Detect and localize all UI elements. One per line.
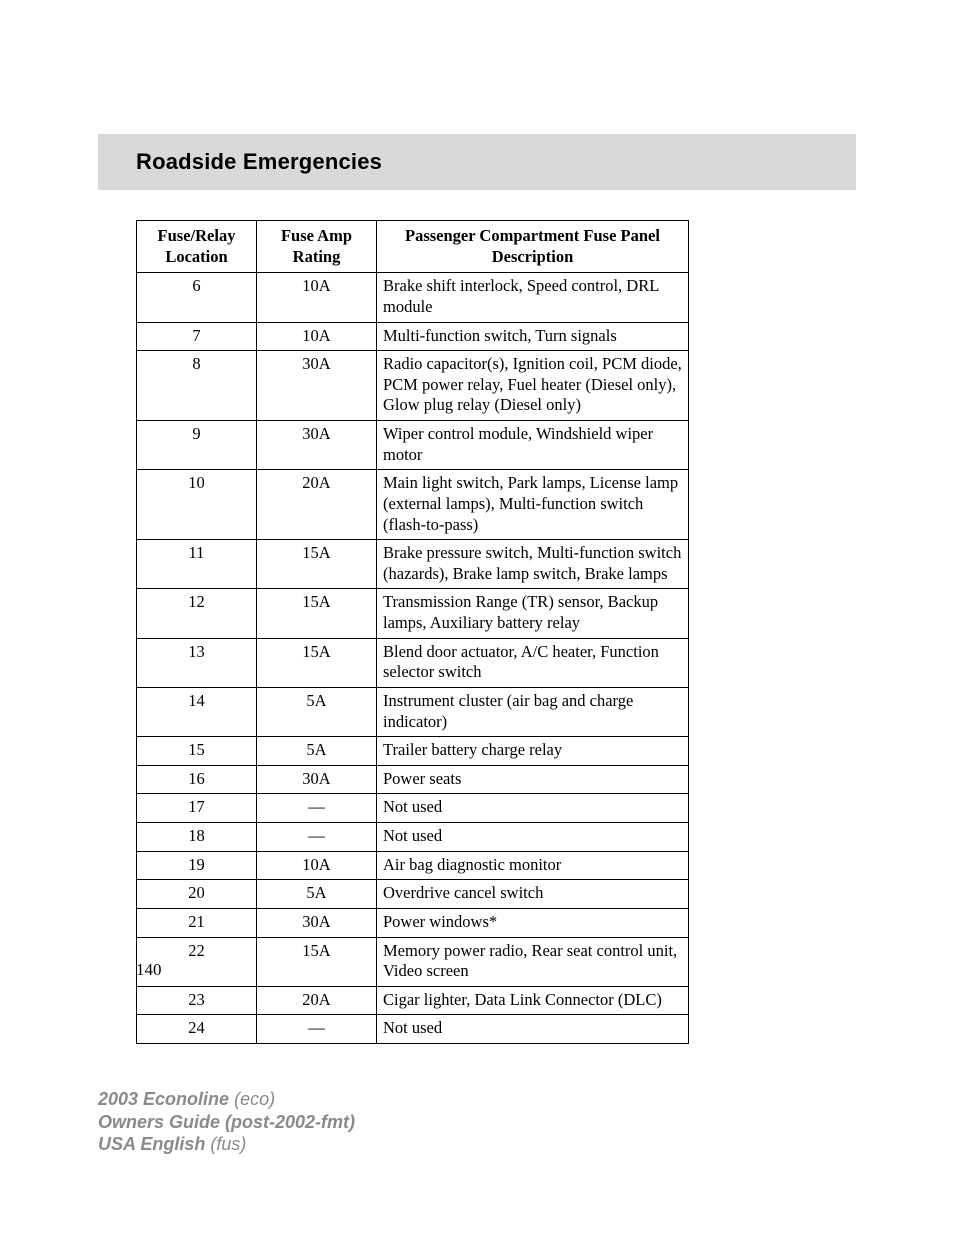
table-row: 24—Not used bbox=[137, 1015, 689, 1044]
section-header-band: Roadside Emergencies bbox=[98, 134, 856, 190]
cell-location: 18 bbox=[137, 823, 257, 852]
footer-model: 2003 Econoline bbox=[98, 1089, 229, 1109]
cell-location: 15 bbox=[137, 737, 257, 766]
table-row: 2320ACigar lighter, Data Link Connector … bbox=[137, 986, 689, 1015]
cell-location: 20 bbox=[137, 880, 257, 909]
cell-description: Brake shift interlock, Speed control, DR… bbox=[377, 273, 689, 322]
cell-amp: 10A bbox=[257, 273, 377, 322]
cell-location: 17 bbox=[137, 794, 257, 823]
cell-description: Blend door actuator, A/C heater, Functio… bbox=[377, 638, 689, 687]
table-row: 1630APower seats bbox=[137, 765, 689, 794]
cell-location: 24 bbox=[137, 1015, 257, 1044]
cell-location: 23 bbox=[137, 986, 257, 1015]
table-row: 1020AMain light switch, Park lamps, Lice… bbox=[137, 470, 689, 540]
footer-line-3: USA English (fus) bbox=[98, 1133, 355, 1156]
cell-amp: 5A bbox=[257, 687, 377, 736]
cell-location: 8 bbox=[137, 351, 257, 421]
cell-description: Wiper control module, Windshield wiper m… bbox=[377, 421, 689, 470]
cell-location: 13 bbox=[137, 638, 257, 687]
footer-line-2: Owners Guide (post-2002-fmt) bbox=[98, 1111, 355, 1134]
cell-location: 21 bbox=[137, 908, 257, 937]
cell-description: Trailer battery charge relay bbox=[377, 737, 689, 766]
cell-description: Brake pressure switch, Multi-function sw… bbox=[377, 540, 689, 589]
cell-amp: 30A bbox=[257, 421, 377, 470]
cell-amp: 5A bbox=[257, 880, 377, 909]
table-row: 17—Not used bbox=[137, 794, 689, 823]
cell-location: 6 bbox=[137, 273, 257, 322]
cell-location: 10 bbox=[137, 470, 257, 540]
table-row: 610ABrake shift interlock, Speed control… bbox=[137, 273, 689, 322]
table-row: 2130APower windows* bbox=[137, 908, 689, 937]
cell-description: Air bag diagnostic monitor bbox=[377, 851, 689, 880]
table-row: 2215AMemory power radio, Rear seat contr… bbox=[137, 937, 689, 986]
cell-amp: 15A bbox=[257, 589, 377, 638]
cell-amp: 5A bbox=[257, 737, 377, 766]
footer-lang-code: (fus) bbox=[210, 1134, 246, 1154]
footer-block: 2003 Econoline (eco) Owners Guide (post-… bbox=[98, 1088, 355, 1156]
cell-description: Not used bbox=[377, 794, 689, 823]
table-row: 1115ABrake pressure switch, Multi-functi… bbox=[137, 540, 689, 589]
cell-description: Power windows* bbox=[377, 908, 689, 937]
table-row: 930AWiper control module, Windshield wip… bbox=[137, 421, 689, 470]
cell-amp: 10A bbox=[257, 322, 377, 351]
cell-location: 14 bbox=[137, 687, 257, 736]
cell-description: Multi-function switch, Turn signals bbox=[377, 322, 689, 351]
footer-lang: USA English bbox=[98, 1134, 205, 1154]
table-row: 155ATrailer battery charge relay bbox=[137, 737, 689, 766]
cell-location: 11 bbox=[137, 540, 257, 589]
footer-guide: Owners Guide (post-2002-fmt) bbox=[98, 1112, 355, 1132]
cell-amp: — bbox=[257, 794, 377, 823]
fuse-table: Fuse/Relay Location Fuse Amp Rating Pass… bbox=[136, 220, 689, 1044]
table-row: 1910AAir bag diagnostic monitor bbox=[137, 851, 689, 880]
footer-line-1: 2003 Econoline (eco) bbox=[98, 1088, 355, 1111]
section-title: Roadside Emergencies bbox=[136, 149, 382, 175]
table-row: 1215ATransmission Range (TR) sensor, Bac… bbox=[137, 589, 689, 638]
cell-amp: — bbox=[257, 1015, 377, 1044]
cell-amp: 10A bbox=[257, 851, 377, 880]
cell-amp: 30A bbox=[257, 908, 377, 937]
cell-description: Transmission Range (TR) sensor, Backup l… bbox=[377, 589, 689, 638]
cell-amp: — bbox=[257, 823, 377, 852]
footer-model-code: (eco) bbox=[234, 1089, 275, 1109]
cell-description: Cigar lighter, Data Link Connector (DLC) bbox=[377, 986, 689, 1015]
col-header-description: Passenger Compartment Fuse Panel Descrip… bbox=[377, 221, 689, 273]
cell-description: Not used bbox=[377, 823, 689, 852]
cell-amp: 15A bbox=[257, 937, 377, 986]
cell-location: 19 bbox=[137, 851, 257, 880]
page-number: 140 bbox=[136, 960, 162, 980]
cell-amp: 15A bbox=[257, 638, 377, 687]
table-row: 205AOverdrive cancel switch bbox=[137, 880, 689, 909]
table-row: 710AMulti-function switch, Turn signals bbox=[137, 322, 689, 351]
cell-location: 9 bbox=[137, 421, 257, 470]
cell-description: Radio capacitor(s), Ignition coil, PCM d… bbox=[377, 351, 689, 421]
cell-amp: 30A bbox=[257, 765, 377, 794]
cell-description: Memory power radio, Rear seat control un… bbox=[377, 937, 689, 986]
cell-description: Main light switch, Park lamps, License l… bbox=[377, 470, 689, 540]
table-header-row: Fuse/Relay Location Fuse Amp Rating Pass… bbox=[137, 221, 689, 273]
fuse-table-container: Fuse/Relay Location Fuse Amp Rating Pass… bbox=[136, 220, 688, 1044]
cell-description: Power seats bbox=[377, 765, 689, 794]
cell-amp: 20A bbox=[257, 470, 377, 540]
table-row: 145AInstrument cluster (air bag and char… bbox=[137, 687, 689, 736]
cell-amp: 15A bbox=[257, 540, 377, 589]
table-row: 830ARadio capacitor(s), Ignition coil, P… bbox=[137, 351, 689, 421]
col-header-location: Fuse/Relay Location bbox=[137, 221, 257, 273]
cell-amp: 30A bbox=[257, 351, 377, 421]
cell-description: Instrument cluster (air bag and charge i… bbox=[377, 687, 689, 736]
cell-description: Overdrive cancel switch bbox=[377, 880, 689, 909]
cell-description: Not used bbox=[377, 1015, 689, 1044]
table-row: 1315ABlend door actuator, A/C heater, Fu… bbox=[137, 638, 689, 687]
col-header-amp: Fuse Amp Rating bbox=[257, 221, 377, 273]
cell-location: 12 bbox=[137, 589, 257, 638]
cell-location: 16 bbox=[137, 765, 257, 794]
cell-amp: 20A bbox=[257, 986, 377, 1015]
table-row: 18—Not used bbox=[137, 823, 689, 852]
cell-location: 7 bbox=[137, 322, 257, 351]
